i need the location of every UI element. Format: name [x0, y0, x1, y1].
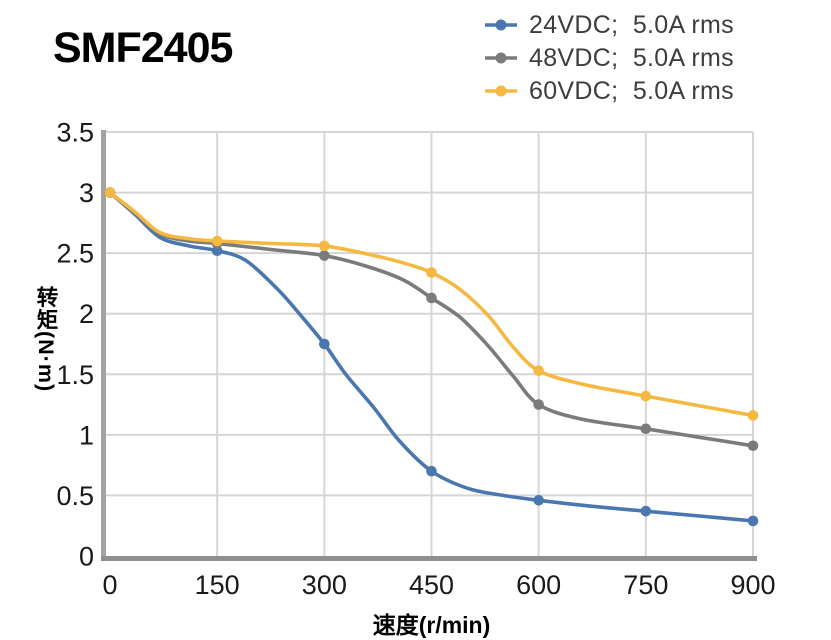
page-title: SMF2405 [53, 24, 233, 72]
data-point-24vdc-600 [533, 494, 544, 506]
data-point-60vdc-900 [747, 410, 759, 421]
x-tick-label-300: 300 [302, 570, 347, 600]
data-point-60vdc-300 [319, 240, 330, 252]
y-tick-label-2.5: 2.5 [56, 239, 94, 269]
legend-marker-icon [485, 85, 517, 97]
data-point-24vdc-450 [426, 465, 437, 477]
y-axis-title: 转矩(N·m) [34, 286, 58, 393]
legend-marker-icon [485, 19, 517, 31]
legend-label: 48VDC; 5.0A rms [529, 43, 734, 72]
x-tick-label-150: 150 [195, 570, 240, 600]
x-tick-label-750: 750 [623, 570, 668, 600]
data-point-60vdc-150 [211, 235, 223, 247]
data-point-60vdc-750 [640, 390, 652, 402]
legend: 24VDC; 5.0A rms 48VDC; 5.0A rms 60VDC; 5.0… [484, 9, 734, 107]
y-tick-label-3: 3 [79, 178, 94, 208]
y-tick-label-0.5: 0.5 [56, 481, 94, 511]
x-tick-label-900: 900 [730, 570, 775, 600]
data-point-24vdc-900 [747, 515, 759, 527]
x-tick-label-450: 450 [409, 570, 454, 600]
x-tick-label-600: 600 [516, 570, 561, 600]
legend-item-24vdc: 24VDC; 5.0A rms [484, 9, 734, 41]
y-tick-label-0: 0 [79, 542, 94, 572]
legend-label: 24VDC; 5.0A rms [529, 10, 734, 39]
data-point-48vdc-450 [426, 292, 437, 304]
data-point-48vdc-600 [533, 399, 544, 410]
data-point-60vdc-0 [104, 187, 116, 198]
legend-marker-icon [485, 52, 517, 64]
data-point-24vdc-750 [640, 505, 652, 517]
data-point-60vdc-600 [533, 365, 544, 376]
data-point-48vdc-300 [319, 250, 330, 261]
data-point-48vdc-900 [747, 440, 759, 452]
y-tick-label-2: 2 [79, 299, 94, 329]
y-tick-label-1: 1 [79, 420, 94, 450]
legend-item-60vdc: 60VDC; 5.0A rms [484, 75, 734, 107]
x-axis-title: 速度(r/min) [372, 612, 491, 638]
y-tick-label-1.5: 1.5 [56, 360, 94, 390]
series-line-60vdc [108, 190, 755, 418]
data-point-24vdc-150 [211, 245, 223, 257]
y-tick-label-3.5: 3.5 [56, 118, 94, 148]
series-line-48vdc [108, 190, 755, 448]
data-point-60vdc-450 [426, 267, 437, 278]
legend-label: 60VDC; 5.0A rms [529, 76, 734, 105]
legend-item-48vdc: 48VDC; 5.0A rms [484, 42, 734, 74]
x-tick-label-0: 0 [102, 570, 117, 600]
data-point-48vdc-750 [640, 423, 652, 435]
series-line-24vdc [108, 190, 755, 523]
data-point-24vdc-300 [319, 338, 330, 350]
